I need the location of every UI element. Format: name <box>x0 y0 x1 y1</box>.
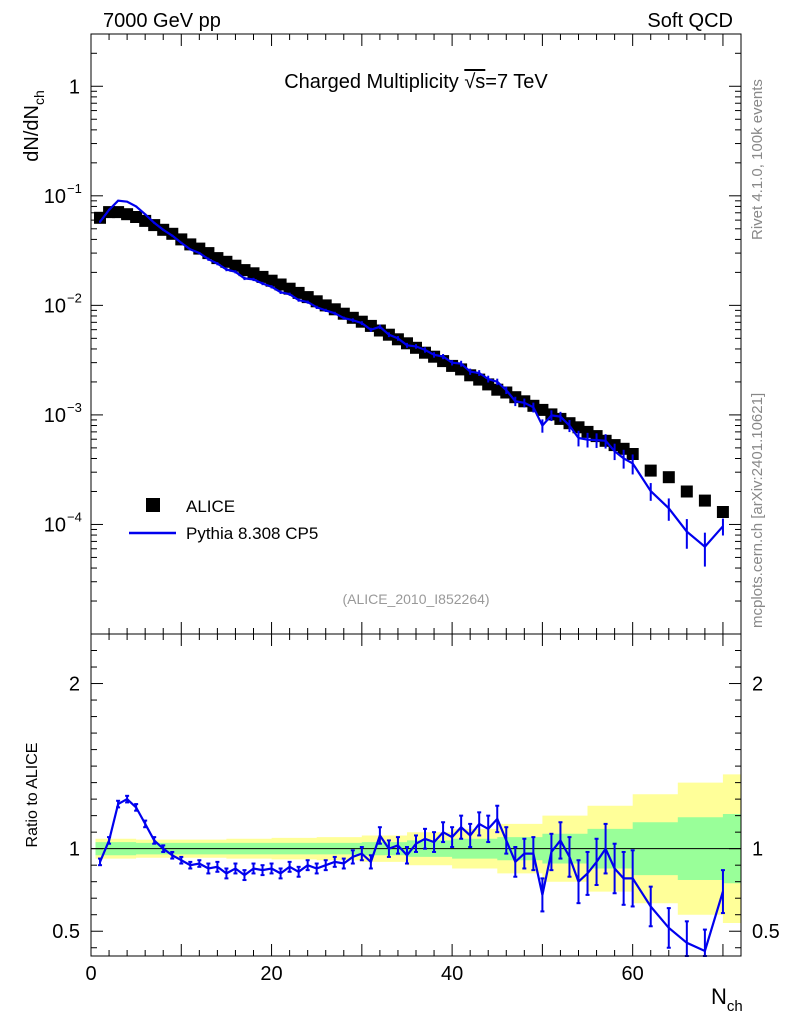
alice-point <box>581 425 594 438</box>
alice-point <box>626 448 639 460</box>
alice-point <box>662 471 675 484</box>
x-tick-label: 60 <box>622 963 644 985</box>
alice-point <box>680 485 693 498</box>
rivet-version-label: Rivet 4.1.0, 100k events <box>749 79 766 240</box>
alice-point <box>482 378 495 391</box>
main-plot-area <box>91 34 741 634</box>
legend: ALICE Pythia 8.308 CP5 <box>129 497 318 543</box>
legend-label-alice: ALICE <box>186 497 235 516</box>
alice-point <box>644 464 657 477</box>
alice-point <box>292 286 305 299</box>
legend-label-pythia: Pythia 8.308 CP5 <box>186 524 318 543</box>
ratio-tick-label-left: 2 <box>69 674 80 696</box>
chart-title: Charged Multiplicity √s=7 TeV <box>284 71 548 93</box>
y-tick-exponent: −2 <box>67 290 82 305</box>
x-tick-label: 40 <box>441 963 463 985</box>
y-tick-exponent: −4 <box>67 509 82 524</box>
x-axis-label: Nch <box>711 984 743 1015</box>
ratio-tick-label-right: 0.5 <box>752 921 780 943</box>
ratio-tick-label-left: 0.5 <box>52 921 80 943</box>
y-tick-label: 10 <box>44 405 66 427</box>
mcplots-site-label: mcplots.cern.ch [arXiv:2401.10621] <box>749 393 766 628</box>
ratio-y-axis-label: Ratio to ALICE <box>24 743 41 848</box>
ratio-tick-label-left: 1 <box>69 839 80 861</box>
y-axis-label: dN/dNch <box>21 90 47 162</box>
alice-point <box>617 442 630 455</box>
ratio-frame <box>90 633 742 957</box>
main-axis-ticks: 110−110−210−310−4 <box>44 33 741 635</box>
ratio-tick-label-right: 2 <box>752 674 763 696</box>
alice-point <box>716 506 729 518</box>
alice-point <box>229 259 242 272</box>
header-energy-label: 7000 GeV pp <box>103 10 221 32</box>
pythia-curve <box>99 199 724 567</box>
alice-point <box>130 211 143 223</box>
alice-point <box>256 270 269 283</box>
ratio-curve <box>98 794 725 957</box>
y-tick-label: 10 <box>44 186 66 208</box>
x-tick-label: 20 <box>260 963 282 985</box>
ratio-tick-label-right: 1 <box>752 839 763 861</box>
header-process-label: Soft QCD <box>647 10 733 32</box>
legend-marker-alice <box>146 498 160 512</box>
alice-point <box>220 255 233 268</box>
ratio-axis-ticks: 0 20 40 60 0.5 0.5 1 1 2 2 <box>52 633 780 985</box>
x-tick-label: 0 <box>85 963 96 985</box>
y-tick-label: 10 <box>44 295 66 317</box>
analysis-tag: (ALICE_2010_I852264) <box>342 591 489 607</box>
y-tick-exponent: −3 <box>67 400 82 415</box>
y-tick-label: 10 <box>44 514 66 536</box>
y-tick-exponent: −1 <box>67 181 82 196</box>
y-tick-label: 1 <box>69 76 80 98</box>
alice-point <box>94 211 106 224</box>
alice-point <box>698 494 711 507</box>
